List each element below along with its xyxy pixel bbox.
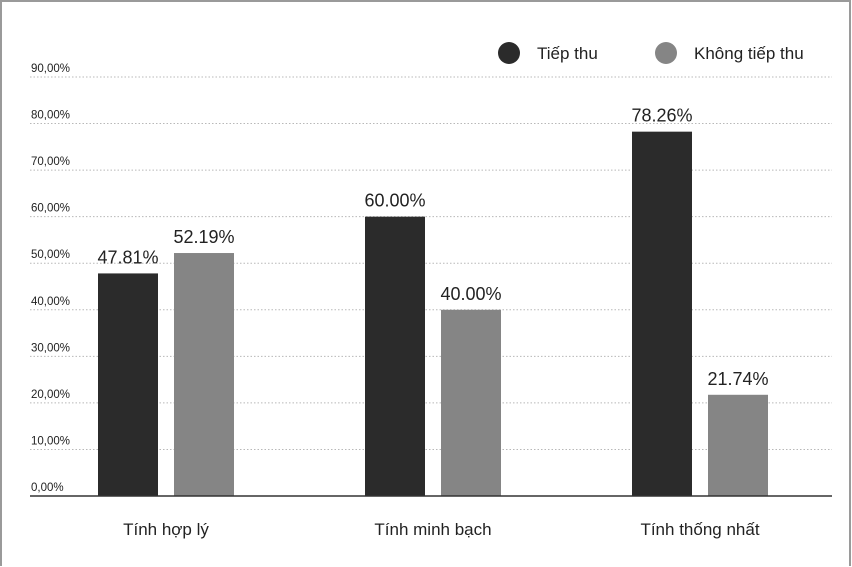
gridlines xyxy=(30,76,832,450)
y-tick-label: 10,00% xyxy=(31,435,70,447)
y-axis-ticks: 0,00% 10,00% 20,00% 30,00% 40,00% 50,00% 60,00… xyxy=(31,63,70,494)
data-label: 21.74% xyxy=(707,369,768,389)
category-labels: Tính hợp lý Tính minh bạch Tính thống nhất xyxy=(123,520,760,539)
y-tick-label: 30,00% xyxy=(31,342,70,354)
data-label: 40.00% xyxy=(440,284,501,304)
y-tick-label: 80,00% xyxy=(31,110,70,122)
category-label: Tính hợp lý xyxy=(123,520,209,539)
bar xyxy=(174,253,234,496)
y-tick-label: 60,00% xyxy=(31,203,70,215)
legend-swatch xyxy=(498,42,520,64)
legend-label: Không tiếp thu xyxy=(694,44,804,63)
data-label: 78.26% xyxy=(631,106,692,126)
category-label: Tính minh bạch xyxy=(374,520,491,539)
data-label: 47.81% xyxy=(97,247,158,267)
data-label: 52.19% xyxy=(173,227,234,247)
bar xyxy=(632,131,692,496)
bar xyxy=(708,394,768,496)
category-label: Tính thống nhất xyxy=(640,520,759,539)
legend: Tiếp thu Không tiếp thu xyxy=(498,42,804,64)
y-tick-label: 90,00% xyxy=(31,63,70,75)
bar xyxy=(441,309,501,496)
data-labels: 47.81% 60.00% 78.26% 52.19% 40.00% 21.74% xyxy=(97,106,768,389)
bar xyxy=(365,216,425,496)
bars xyxy=(98,131,768,496)
y-tick-label: 0,00% xyxy=(31,482,64,494)
data-label: 60.00% xyxy=(364,191,425,211)
y-tick-label: 70,00% xyxy=(31,156,70,168)
y-tick-label: 40,00% xyxy=(31,296,70,308)
legend-swatch xyxy=(655,42,677,64)
bar xyxy=(98,273,158,496)
y-tick-label: 20,00% xyxy=(31,389,70,401)
y-tick-label: 50,00% xyxy=(31,249,70,261)
legend-label: Tiếp thu xyxy=(537,44,598,63)
